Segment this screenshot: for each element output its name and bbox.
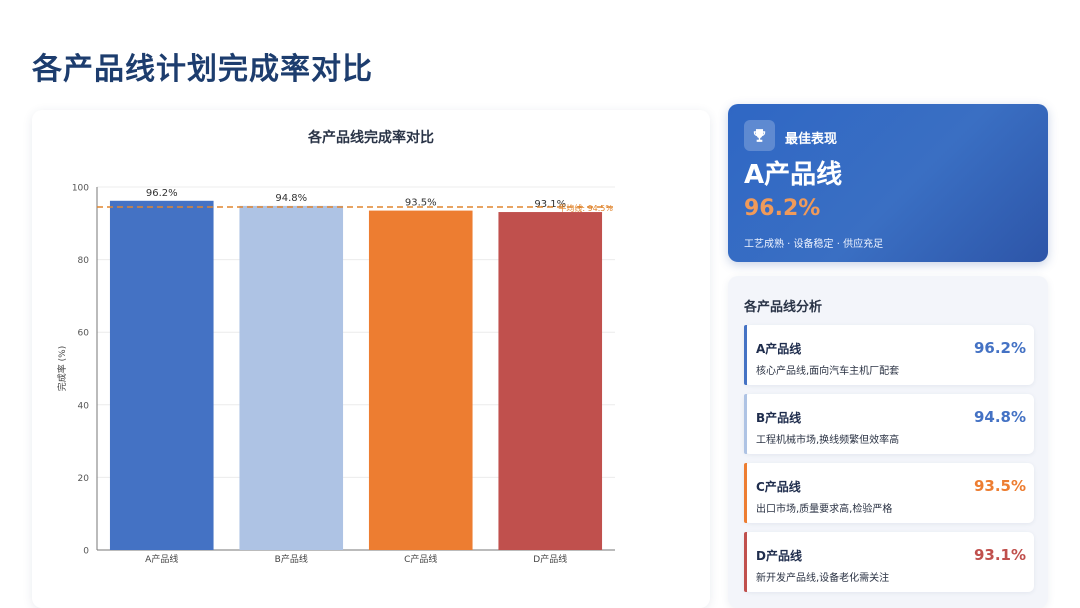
- bar-value-label: 93.1%: [534, 199, 566, 210]
- best-performance-card: 最佳表现 A产品线 96.2% 工艺成熟 · 设备稳定 · 供应充足: [728, 104, 1048, 262]
- line-name: C产品线: [756, 480, 801, 494]
- y-tick-label: 60: [78, 329, 90, 339]
- x-tick-label: A产品线: [145, 553, 178, 565]
- y-axis-label: 完成率 (%): [56, 346, 68, 391]
- line-name: A产品线: [756, 342, 802, 356]
- bar-a: [109, 200, 214, 550]
- x-tick-label: C产品线: [404, 553, 437, 565]
- line-description: 工程机械市场,换线频繁但效率高: [756, 435, 900, 446]
- chart-card: 各产品线完成率对比 0 20 40 60 80 100 完成率 (%) 96.2% A产品线 94…: [32, 110, 710, 608]
- chart-title: 各产品线完成率对比: [308, 130, 434, 146]
- page-title: 各产品线计划完成率对比: [32, 52, 373, 87]
- analysis-panel: 各产品线分析 A产品线 核心产品线,面向汽车主机厂配套 96.2% B产品线 工…: [728, 276, 1048, 608]
- line-value: 96.2%: [973, 339, 1026, 357]
- accent-bar: [744, 394, 747, 454]
- best-line-value: 96.2%: [744, 196, 821, 221]
- analysis-title: 各产品线分析: [744, 300, 823, 315]
- average-reference-label: 平均线: 94.5%: [558, 203, 613, 213]
- bar-c: [368, 210, 473, 550]
- bar-value-label: 96.2%: [146, 188, 178, 199]
- accent-bar: [744, 325, 747, 385]
- bar-value-label: 93.5%: [405, 198, 437, 209]
- line-value: 93.1%: [973, 546, 1026, 564]
- bar-b: [239, 205, 344, 550]
- line-name: B产品线: [756, 411, 802, 425]
- line-value: 94.8%: [973, 408, 1026, 426]
- bar-d: [498, 212, 603, 550]
- analysis-item-a: A产品线 核心产品线,面向汽车主机厂配套 96.2%: [744, 325, 1034, 385]
- best-label: 最佳表现: [785, 132, 838, 147]
- y-tick-label: 100: [72, 184, 89, 194]
- accent-bar: [744, 532, 747, 592]
- analysis-item-b: B产品线 工程机械市场,换线频繁但效率高 94.8%: [744, 394, 1034, 454]
- y-tick-label: 80: [78, 256, 90, 266]
- line-value: 93.5%: [973, 477, 1026, 495]
- line-description: 出口市场,质量要求高,检验严格: [756, 504, 893, 515]
- x-tick-label: D产品线: [533, 553, 567, 565]
- trophy-icon: [744, 120, 775, 151]
- y-tick-label: 20: [78, 474, 90, 484]
- line-description: 新开发产品线,设备老化需关注: [756, 573, 890, 584]
- best-line-name: A产品线: [744, 160, 843, 190]
- accent-bar: [744, 463, 747, 523]
- bar-value-label: 94.8%: [275, 193, 307, 204]
- x-tick-label: B产品线: [275, 553, 308, 565]
- best-line-description: 工艺成熟 · 设备稳定 · 供应充足: [744, 239, 884, 250]
- analysis-item-d: D产品线 新开发产品线,设备老化需关注 93.1%: [744, 532, 1034, 592]
- line-name: D产品线: [756, 549, 802, 563]
- y-tick-label: 40: [78, 401, 90, 411]
- y-tick-label: 0: [83, 547, 89, 557]
- analysis-item-c: C产品线 出口市场,质量要求高,检验严格 93.5%: [744, 463, 1034, 523]
- line-description: 核心产品线,面向汽车主机厂配套: [756, 366, 900, 377]
- bar-chart: 0 20 40 60 80 100 完成率 (%) 96.2% A产品线 94.8% B产品线 93.…: [56, 184, 615, 565]
